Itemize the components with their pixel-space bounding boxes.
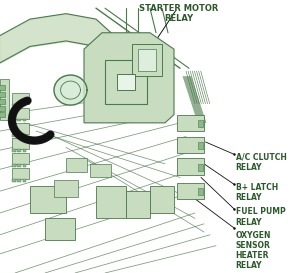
- Bar: [0, 85, 4, 90]
- Bar: [198, 164, 202, 171]
- Bar: [17, 164, 21, 167]
- Bar: [12, 164, 16, 167]
- Bar: [23, 164, 26, 167]
- Bar: [0, 79, 9, 120]
- Bar: [0, 112, 4, 117]
- Bar: [96, 186, 126, 218]
- Text: FUEL PUMP
RELAY: FUEL PUMP RELAY: [236, 207, 285, 227]
- Bar: [132, 44, 162, 76]
- Bar: [66, 158, 87, 172]
- Bar: [12, 123, 28, 134]
- Bar: [23, 119, 26, 121]
- Bar: [0, 92, 4, 97]
- Bar: [17, 149, 21, 152]
- Text: A/C CLUTCH
RELAY: A/C CLUTCH RELAY: [236, 153, 286, 172]
- Text: B+ LATCH
RELAY: B+ LATCH RELAY: [236, 183, 278, 202]
- Bar: [23, 179, 26, 182]
- Bar: [23, 134, 26, 136]
- Bar: [17, 134, 21, 136]
- Bar: [12, 168, 28, 179]
- Bar: [150, 186, 174, 213]
- Bar: [12, 179, 16, 182]
- Text: OXYGEN
SENSOR
HEATER
RELAY: OXYGEN SENSOR HEATER RELAY: [236, 231, 271, 270]
- Bar: [12, 153, 28, 164]
- Bar: [198, 142, 202, 149]
- Bar: [198, 120, 202, 127]
- Bar: [138, 49, 156, 71]
- Bar: [117, 74, 135, 90]
- Bar: [17, 179, 21, 182]
- Bar: [12, 119, 16, 121]
- Bar: [23, 104, 26, 106]
- Bar: [177, 136, 204, 153]
- Polygon shape: [84, 33, 174, 123]
- Bar: [30, 186, 66, 213]
- Bar: [23, 149, 26, 152]
- Bar: [90, 164, 111, 177]
- Polygon shape: [54, 75, 87, 105]
- Text: STARTER MOTOR
RELAY: STARTER MOTOR RELAY: [139, 4, 218, 23]
- Bar: [17, 119, 21, 121]
- Bar: [177, 183, 204, 199]
- Bar: [54, 180, 78, 197]
- Bar: [177, 158, 204, 175]
- Bar: [105, 60, 147, 104]
- Bar: [126, 191, 150, 218]
- Bar: [198, 188, 202, 195]
- Bar: [0, 106, 4, 111]
- Bar: [12, 108, 28, 119]
- Bar: [12, 134, 16, 136]
- Bar: [12, 149, 16, 152]
- Bar: [17, 104, 21, 106]
- Bar: [12, 93, 28, 104]
- Bar: [0, 99, 4, 104]
- Bar: [45, 218, 75, 240]
- Bar: [12, 104, 16, 106]
- Bar: [177, 115, 204, 131]
- Bar: [12, 138, 28, 149]
